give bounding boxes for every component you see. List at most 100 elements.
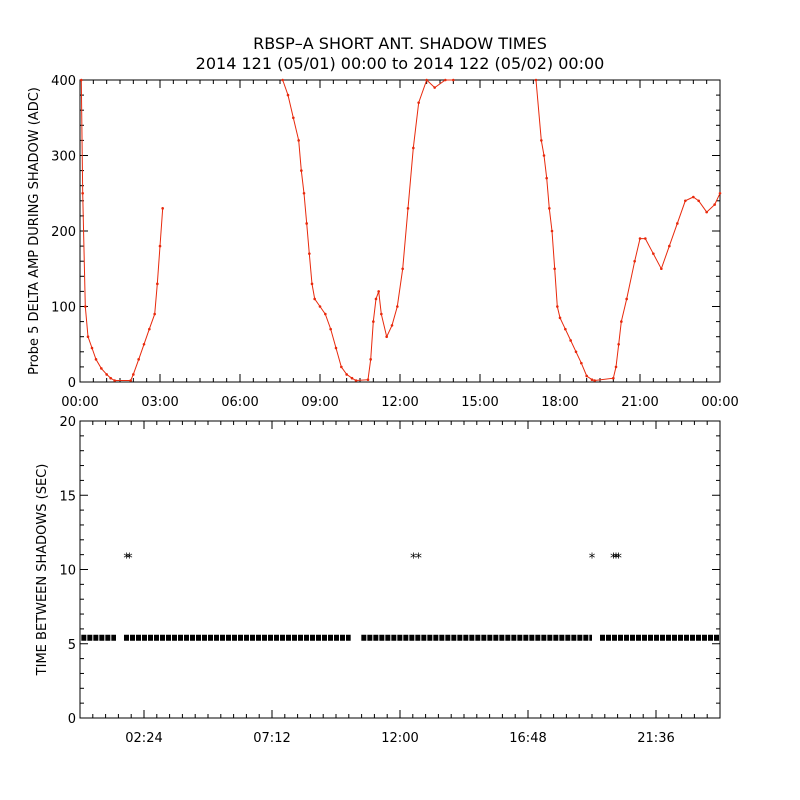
amp-data-point [109, 376, 112, 380]
amp-data-point [542, 154, 546, 157]
time-between-shadows-panel: 0 5 10 15 20 02:24 07:12 12:00 16:48 21:36 TIME BE… [35, 415, 721, 746]
amp-data-point [329, 327, 332, 331]
amp-data-point [374, 297, 378, 301]
amp-data-point [369, 358, 372, 361]
amp-data-point [652, 252, 655, 255]
amp-data-point [84, 305, 87, 308]
amp-data-point [318, 305, 322, 308]
amp-data-point [324, 312, 327, 316]
amp-data-point [156, 282, 159, 286]
amp-data-point [620, 320, 623, 323]
amp-data-point [148, 327, 151, 331]
amp-data-point [660, 267, 663, 271]
amp-data-point [105, 373, 108, 376]
tbs-y-tick-label: 15 [59, 489, 76, 504]
amp-data-point [100, 367, 103, 370]
amp-data-point [305, 222, 308, 225]
amp-data-point [137, 358, 140, 361]
amp-data-point [292, 116, 295, 120]
amp-data-point [625, 297, 628, 301]
amp-data-point [612, 376, 615, 380]
amp-data-point [286, 93, 290, 97]
amp-x-tick-label: 00:00 [61, 395, 98, 410]
amp-data-point [633, 259, 636, 263]
amp-data-point [545, 176, 548, 180]
amp-data-point [558, 316, 562, 320]
amp-data-point [412, 146, 415, 150]
amp-data-point [718, 191, 722, 195]
amp-data-point [153, 312, 156, 316]
amp-data-point [540, 139, 543, 142]
amp-data-point [161, 207, 164, 210]
amp-data-point [569, 339, 572, 342]
amp-data-point [132, 373, 135, 376]
tbs-outlier-point: * [415, 552, 422, 567]
amp-data-point [81, 191, 84, 195]
amp-y-tick-label: 200 [51, 225, 76, 240]
amp-data-point [340, 365, 343, 369]
amp-data-point [113, 379, 116, 382]
amp-data-point [444, 78, 447, 82]
amp-y-tick-label: 400 [51, 74, 76, 89]
amp-data-point [550, 229, 554, 233]
tbs-x-tick-label: 16:48 [509, 731, 546, 746]
amp-data-point [310, 282, 314, 286]
amp-data-point [396, 305, 399, 308]
amp-data-point [697, 199, 700, 203]
amp-data-point [590, 378, 594, 382]
amp-x-tick-label: 12:00 [381, 395, 418, 410]
amp-data-point [129, 379, 132, 382]
amp-data-point [417, 101, 420, 104]
amp-data-point [556, 305, 559, 308]
amp-data-point [281, 78, 284, 82]
amp-y-tick-label: 300 [51, 150, 76, 165]
tbs-x-tick-label: 07:12 [253, 731, 290, 746]
amp-data-point [553, 267, 556, 271]
amp-data-point [425, 78, 428, 82]
tbs-y-tick-label: 20 [59, 415, 76, 430]
amp-data-point [158, 244, 162, 248]
tbs-outlier-point: * [123, 552, 130, 567]
amp-y-axis-label: Probe 5 DELTA AMP DURING SHADOW (ADC) [27, 87, 42, 375]
tbs-outlier-point: * [613, 552, 620, 567]
amp-data-point [534, 78, 538, 82]
amp-data-point [300, 169, 303, 172]
amp-data-point [313, 297, 316, 301]
amp-data-point [593, 379, 596, 382]
amp-data-point [94, 358, 98, 361]
amplitude-panel: 0 100 200 300 400 00:00 03:00 06:00 09:00 12:00 15… [27, 74, 739, 410]
amp-data-point [676, 222, 679, 225]
amp-data-point [452, 78, 455, 82]
amp-data-point [377, 290, 380, 293]
amp-data-point [345, 373, 348, 376]
tbs-x-tick-label: 12:00 [381, 731, 418, 746]
tbs-plot-frame [79, 420, 721, 719]
amp-data-point [308, 252, 311, 255]
amp-data-point [580, 361, 583, 365]
tbs-y-tick-label: 0 [68, 712, 76, 727]
amp-data-point [574, 350, 578, 354]
tbs-x-tick-label: 21:36 [637, 731, 674, 746]
amp-data-point [334, 346, 338, 350]
amp-data-point [548, 207, 551, 210]
amp-x-tick-label: 09:00 [301, 395, 338, 410]
amp-data-point [668, 244, 671, 248]
amp-data-point [86, 335, 90, 339]
amp-data-point [142, 342, 146, 346]
chart-title-line-1: RBSP–A SHORT ANT. SHADOW TIMES [253, 34, 547, 53]
amp-data-point [713, 203, 716, 206]
tbs-y-axis-label: TIME BETWEEN SHADOWS (SEC) [35, 464, 50, 677]
amp-data-point [684, 199, 687, 203]
amp-data-point [366, 378, 370, 382]
amp-data-point [705, 210, 708, 214]
amp-data-point [406, 207, 410, 210]
tbs-x-tick-label: 02:24 [125, 731, 162, 746]
amp-data-point [644, 237, 647, 240]
amp-series-trace [80, 79, 721, 382]
amp-data-point [692, 195, 695, 199]
amp-y-tick-label: 100 [51, 301, 76, 316]
amp-data-point [564, 327, 567, 331]
amp-data-point [302, 191, 306, 195]
amp-x-tick-label: 00:00 [701, 395, 738, 410]
amp-data-point [380, 312, 383, 316]
